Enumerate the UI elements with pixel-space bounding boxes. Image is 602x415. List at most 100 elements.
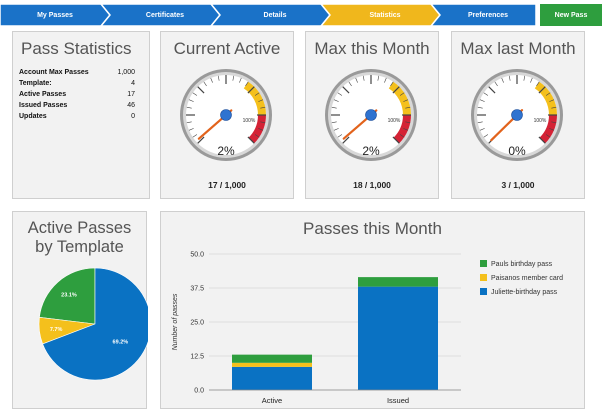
gauge-tick — [197, 136, 205, 144]
gauge-tick — [477, 121, 483, 124]
gauge-tick — [392, 136, 400, 144]
legend-label: Juliette-birthday pass — [491, 289, 558, 296]
pie-slice-label: 7.7% — [50, 327, 63, 333]
gauge-tick — [210, 77, 213, 83]
gauge-hub — [365, 109, 377, 121]
gauge-tick — [333, 128, 339, 131]
gauge-tick — [247, 86, 255, 94]
gauge-tick — [551, 106, 557, 109]
bar-y-tick-label: 12.5 — [190, 354, 204, 361]
gauge-caption: 18 / 1,000 — [353, 180, 391, 190]
gauge-percent: 0% — [508, 144, 526, 158]
gauge-tick — [390, 81, 394, 87]
gauge-tick — [538, 136, 546, 144]
active-passes-by-template-panel: Active Passes by Template 23.1% 7.7% 69.2% — [12, 211, 148, 409]
gauge-max-mark: 100% — [534, 118, 547, 124]
stat-row-issued: Issued Passes 46 — [19, 102, 135, 113]
nav-step-statistics[interactable]: Statistics — [369, 11, 401, 19]
gauge-dial: 2% 100% — [325, 69, 417, 161]
gauge-title: Max this Month — [314, 39, 430, 58]
gauge-tick — [538, 86, 546, 94]
bar-segment — [232, 366, 312, 390]
legend-label: Paisanos member card — [491, 275, 563, 282]
bar-y-tick-label: 0.0 — [194, 388, 204, 395]
gauge-tick — [536, 81, 540, 87]
gauge-tick — [203, 81, 207, 87]
gauge-tick — [545, 134, 551, 138]
bar-chart: 0.0 12.5 25.0 37.5 50.0 Number of passes Activ… — [172, 252, 563, 406]
gauge-tick — [479, 99, 485, 102]
nav-step-preferences[interactable]: Preferences — [467, 11, 509, 19]
gauge-tick — [403, 128, 409, 131]
legend-swatch — [480, 260, 487, 267]
gauge-dial: 2% 100% — [180, 69, 272, 161]
gauge-tick — [247, 136, 255, 144]
gauge-tick — [384, 77, 387, 83]
gauge-tick — [258, 99, 264, 102]
bar-chart-title: Passes this Month — [303, 219, 442, 238]
bar-segment — [358, 277, 438, 287]
gauge-tick — [333, 99, 339, 102]
new-pass-button[interactable]: New Pass — [554, 11, 588, 19]
gauge-tick — [530, 77, 533, 83]
gauge-tick — [232, 75, 235, 81]
gauge-tick — [551, 121, 557, 124]
gauge-tick — [501, 77, 504, 83]
passes-this-month-panel: Passes this Month 0.0 12.5 25.0 37.5 50.0 Num… — [160, 211, 585, 409]
gauge-tick — [260, 121, 266, 124]
gauge-panel-max-last-month: Max last Month 0% 100% 3 / 1,000 — [451, 31, 585, 199]
bar-y-tick-label: 25.0 — [190, 320, 204, 327]
nav-step-shape — [430, 4, 537, 26]
stat-value: 1,000 — [117, 69, 135, 76]
gauge-warning-band — [243, 81, 266, 115]
pie-slice-label: 69.2% — [113, 339, 129, 345]
gauge-tick — [348, 81, 352, 87]
gauge-tick — [337, 92, 343, 96]
gauge-tick — [342, 86, 350, 94]
pie-slice — [39, 267, 96, 325]
nav-step-shape — [320, 4, 441, 26]
bar-y-tick-label: 37.5 — [190, 286, 204, 293]
stat-label: Template: — [19, 80, 52, 87]
stat-row-template: Template: 4 — [19, 80, 135, 91]
gauge-tick — [188, 128, 194, 131]
nav-step-details[interactable]: Details — [263, 11, 287, 19]
gauge-title: Max last Month — [460, 39, 576, 58]
gauge-tick — [545, 92, 551, 96]
stat-row-account-max: Account Max Passes 1,000 — [19, 69, 135, 80]
pie-slice — [42, 267, 148, 381]
gauge-tick — [403, 99, 409, 102]
gauge-tick — [392, 86, 400, 94]
gauge-tick — [239, 77, 242, 83]
gauge-tick — [549, 128, 555, 131]
nav-step-my-passes[interactable]: My Passes — [37, 11, 73, 19]
gauge-caption: 3 / 1,000 — [501, 180, 535, 190]
gauge-tick — [488, 86, 496, 94]
bar-x-tick-label: Active — [262, 396, 282, 405]
nav-step-shape — [210, 4, 331, 26]
gauge-tick — [355, 77, 358, 83]
bar-segment — [232, 354, 312, 363]
gauge-tick — [477, 106, 483, 109]
gauge-tick — [399, 134, 405, 138]
pie-chart: 23.1% 7.7% 69.2% — [38, 267, 148, 381]
pie-slice-label: 23.1% — [61, 293, 77, 299]
pass-statistics-panel: Pass Statistics Account Max Passes 1,000… — [12, 31, 150, 199]
gauge-tick — [508, 75, 511, 81]
nav-step-certificates[interactable]: Certificates — [145, 11, 185, 19]
gauge-tick — [483, 134, 489, 138]
gauge-tick — [331, 121, 337, 124]
gauge-tick — [342, 136, 350, 144]
gauge-tick — [192, 134, 198, 138]
gauge-tick — [479, 128, 485, 131]
gauge-warning-band — [534, 81, 557, 115]
gauge-tick — [186, 121, 192, 124]
gauge-panel-current-active: Current Active 2% 100% 17 / 1,000 — [160, 31, 294, 199]
legend-swatch — [480, 288, 487, 295]
gauge-tick — [217, 75, 220, 81]
pass-statistics-title: Pass Statistics — [21, 39, 132, 58]
gauge-tick — [405, 106, 411, 109]
pie-title-line2: by Template — [35, 238, 124, 256]
bar-segment — [358, 286, 438, 390]
gauge-title: Current Active — [173, 39, 281, 58]
